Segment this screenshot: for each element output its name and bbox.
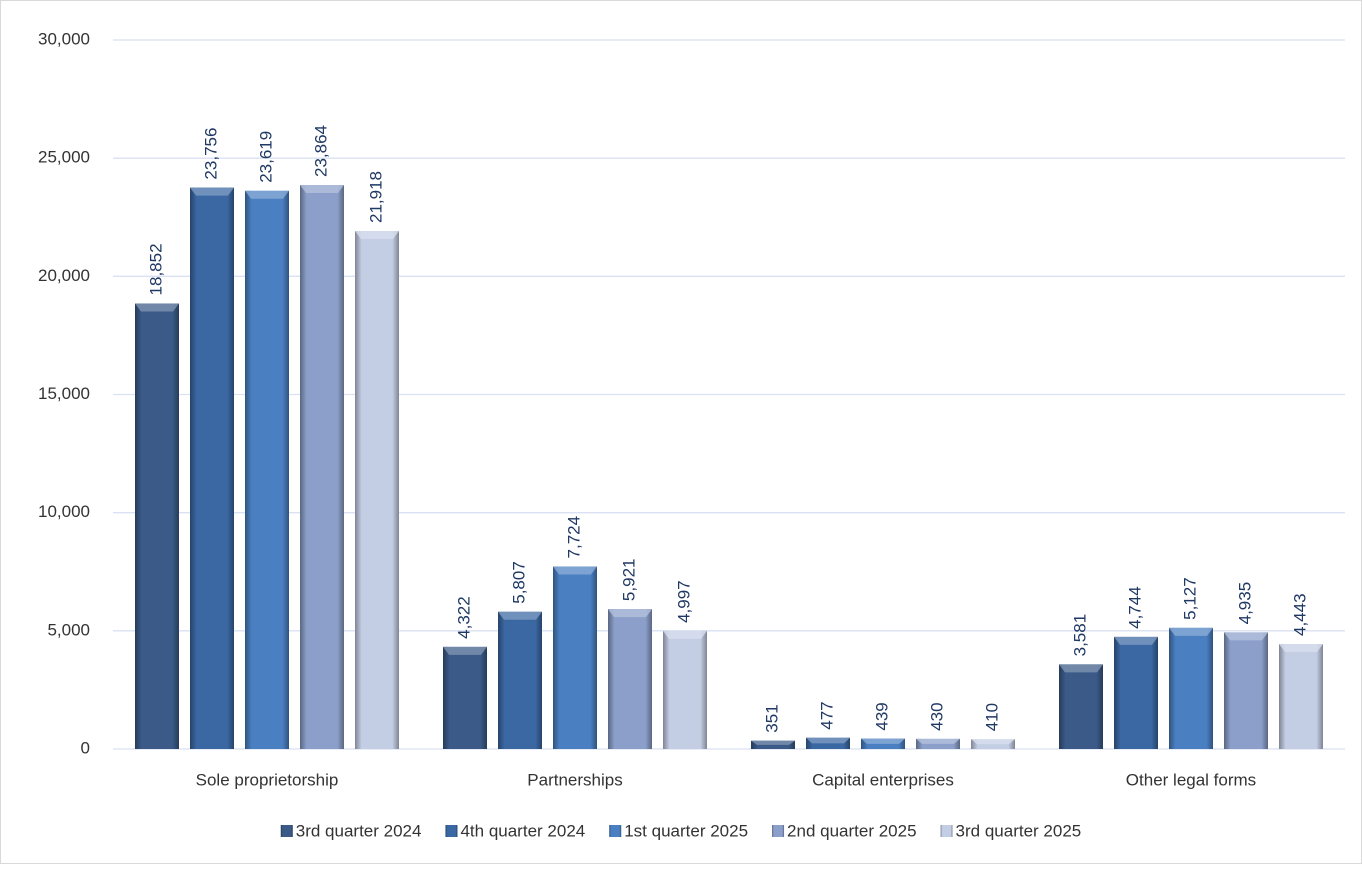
bar <box>1114 636 1158 749</box>
x-tick-label: Other legal forms <box>1126 770 1256 789</box>
y-tick-label: 0 <box>81 738 90 757</box>
y-tick-label: 15,000 <box>38 384 90 403</box>
value-label: 21,918 <box>366 171 385 223</box>
value-label: 5,127 <box>1180 577 1199 620</box>
y-tick-label: 25,000 <box>38 148 90 167</box>
value-label: 5,807 <box>509 561 528 604</box>
bar-bevel <box>861 738 905 744</box>
bar-bevel <box>443 646 487 655</box>
y-tick-label: 10,000 <box>38 502 90 521</box>
value-label: 5,921 <box>619 559 638 602</box>
bar-bevel <box>190 187 234 196</box>
value-label: 430 <box>927 702 946 730</box>
value-label: 23,756 <box>201 128 220 180</box>
legend-label: 3rd quarter 2024 <box>296 821 422 840</box>
legend: 3rd quarter 2024 4th quarter 2024 1st quar… <box>280 821 1082 840</box>
bar-bevel <box>1279 643 1323 652</box>
bar-bevel <box>1224 632 1268 641</box>
bar-bevel <box>1114 636 1158 645</box>
value-label: 410 <box>982 703 1001 731</box>
bar-bevel <box>553 566 597 575</box>
bar <box>1224 632 1268 749</box>
bar-bevel <box>916 738 960 744</box>
value-label: 351 <box>762 704 781 732</box>
bar-bevel <box>355 231 399 240</box>
x-tick-label: Partnerships <box>527 770 622 789</box>
legend-marker <box>940 825 953 837</box>
bar-bevel <box>498 611 542 620</box>
legend-label: 1st quarter 2025 <box>624 821 748 840</box>
bar <box>663 630 707 749</box>
bar-bevel <box>135 303 179 312</box>
value-label: 23,864 <box>311 125 330 177</box>
value-label: 23,619 <box>256 131 275 183</box>
value-label: 4,744 <box>1125 586 1144 629</box>
legend-marker <box>772 825 785 837</box>
bar <box>135 303 179 749</box>
legend-label: 2nd quarter 2025 <box>787 821 917 840</box>
value-label: 4,322 <box>454 596 473 639</box>
legend-marker <box>445 825 458 837</box>
bar-bevel <box>1169 627 1213 636</box>
bar-bevel <box>1059 664 1103 673</box>
bar <box>355 231 399 750</box>
bar-bevel <box>751 740 795 745</box>
legend-label: 4th quarter 2024 <box>460 821 585 840</box>
value-label: 4,997 <box>674 580 693 623</box>
bar <box>608 609 652 749</box>
value-label: 18,852 <box>146 243 165 295</box>
value-label: 7,724 <box>564 516 583 559</box>
bar-bevel <box>663 630 707 639</box>
legend-marker <box>609 825 622 837</box>
bar <box>1059 664 1103 749</box>
y-tick-label: 20,000 <box>38 266 90 285</box>
bar <box>443 646 487 749</box>
legend-marker <box>280 825 293 837</box>
x-tick-label: Sole proprietorship <box>196 770 339 789</box>
bar-bevel <box>806 737 850 744</box>
bar <box>1169 627 1213 749</box>
bar-bevel <box>245 190 289 199</box>
value-label: 439 <box>872 702 891 730</box>
value-label: 3,581 <box>1070 614 1089 657</box>
value-label: 4,443 <box>1290 593 1309 636</box>
bar <box>300 185 344 749</box>
bar <box>190 187 234 749</box>
bar <box>553 566 597 749</box>
bar-bevel <box>608 609 652 618</box>
y-tick-label: 5,000 <box>47 620 90 639</box>
legend-label: 3rd quarter 2025 <box>956 821 1082 840</box>
bar <box>1279 643 1323 749</box>
bar-bevel <box>300 185 344 194</box>
bar-bevel <box>971 739 1015 745</box>
value-label: 4,935 <box>1235 582 1254 625</box>
bar <box>245 190 289 749</box>
x-tick-label: Capital enterprises <box>812 770 954 789</box>
bar <box>498 611 542 749</box>
value-label: 477 <box>817 701 836 729</box>
y-tick-label: 30,000 <box>38 29 90 48</box>
